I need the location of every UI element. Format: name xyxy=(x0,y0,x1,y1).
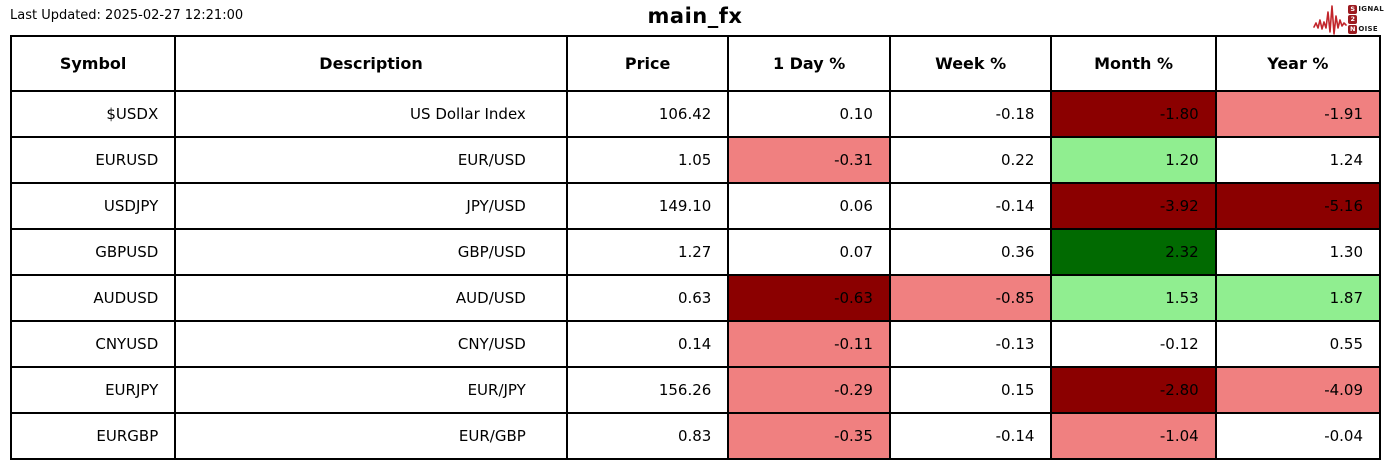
day-pct-cell: 0.06 xyxy=(727,182,891,230)
page-title: main_fx xyxy=(647,4,743,28)
symbol-cell: GBPUSD xyxy=(9,228,177,276)
column-header-price: Price xyxy=(565,35,730,92)
description-cell: CNY/USD xyxy=(174,320,568,368)
table-row: EURGBP EUR/GBP 0.83 -0.35 -0.14 -1.04 -0.04 xyxy=(9,412,1382,460)
price-cell: 1.27 xyxy=(565,228,730,276)
description-cell: JPY/USD xyxy=(174,182,568,230)
month-pct-cell: -0.12 xyxy=(1050,320,1217,368)
symbol-cell: EURGBP xyxy=(9,412,177,460)
symbol-cell: EURJPY xyxy=(9,366,177,414)
column-header-month-pct: Month % xyxy=(1050,35,1217,92)
month-pct-cell: -1.80 xyxy=(1050,90,1217,138)
year-pct-cell: -5.16 xyxy=(1214,182,1382,230)
year-pct-cell: 0.55 xyxy=(1214,320,1382,368)
day-pct-cell: 0.07 xyxy=(727,228,891,276)
price-cell: 0.14 xyxy=(565,320,730,368)
year-pct-cell: -4.09 xyxy=(1214,366,1382,414)
week-pct-cell: -0.14 xyxy=(888,182,1053,230)
month-pct-cell: 1.53 xyxy=(1050,274,1217,322)
month-pct-cell: -1.04 xyxy=(1050,412,1217,460)
column-header-1day-pct: 1 Day % xyxy=(727,35,891,92)
logo-line-noise: N OISE xyxy=(1348,24,1384,34)
day-pct-cell: -0.11 xyxy=(727,320,891,368)
symbol-cell: CNYUSD xyxy=(9,320,177,368)
logo-word-signal: IGNAL xyxy=(1358,4,1384,13)
week-pct-cell: -0.14 xyxy=(888,412,1053,460)
price-cell: 106.42 xyxy=(565,90,730,138)
logo-line-signal: S IGNAL xyxy=(1348,4,1384,14)
symbol-cell: EURUSD xyxy=(9,136,177,184)
description-cell: EUR/JPY xyxy=(174,366,568,414)
table-row: AUDUSD AUD/USD 0.63 -0.63 -0.85 1.53 1.87 xyxy=(9,274,1382,322)
week-pct-cell: 0.36 xyxy=(888,228,1053,276)
price-cell: 156.26 xyxy=(565,366,730,414)
week-pct-cell: 0.22 xyxy=(888,136,1053,184)
logo-badge-n: N xyxy=(1348,24,1358,34)
month-pct-cell: 1.20 xyxy=(1050,136,1217,184)
day-pct-cell: 0.10 xyxy=(727,90,891,138)
table-row: USDJPY JPY/USD 149.10 0.06 -0.14 -3.92 -5.16 xyxy=(9,182,1382,230)
table-row: $USDX US Dollar Index 106.42 0.10 -0.18 -1.80… xyxy=(9,90,1382,138)
table-row: EURJPY EUR/JPY 156.26 -0.29 0.15 -2.80 -4.09 xyxy=(9,366,1382,414)
year-pct-cell: -0.04 xyxy=(1214,412,1382,460)
logo-word-noise: OISE xyxy=(1358,24,1378,33)
day-pct-cell: -0.35 xyxy=(727,412,891,460)
symbol-cell: AUDUSD xyxy=(9,274,177,322)
column-header-symbol: Symbol xyxy=(9,35,177,92)
waveform-icon xyxy=(1313,5,1348,35)
price-cell: 0.83 xyxy=(565,412,730,460)
week-pct-cell: -0.13 xyxy=(888,320,1053,368)
day-pct-cell: -0.63 xyxy=(727,274,891,322)
year-pct-cell: 1.24 xyxy=(1214,136,1382,184)
month-pct-cell: 2.32 xyxy=(1050,228,1217,276)
year-pct-cell: 1.87 xyxy=(1214,274,1382,322)
table-body: $USDX US Dollar Index 106.42 0.10 -0.18 -1.80… xyxy=(9,90,1382,460)
symbol-cell: USDJPY xyxy=(9,182,177,230)
column-header-description: Description xyxy=(174,35,568,92)
column-header-year-pct: Year % xyxy=(1214,35,1382,92)
week-pct-cell: -0.85 xyxy=(888,274,1053,322)
day-pct-cell: -0.29 xyxy=(727,366,891,414)
description-cell: AUD/USD xyxy=(174,274,568,322)
description-cell: EUR/USD xyxy=(174,136,568,184)
table-header-row: Symbol Description Price 1 Day % Week % … xyxy=(9,35,1382,92)
last-updated-timestamp: Last Updated: 2025-02-27 12:21:00 xyxy=(10,8,244,23)
symbol-cell: $USDX xyxy=(9,90,177,138)
week-pct-cell: -0.18 xyxy=(888,90,1053,138)
description-cell: EUR/GBP xyxy=(174,412,568,460)
fx-table: Symbol Description Price 1 Day % Week % … xyxy=(9,35,1382,460)
price-cell: 149.10 xyxy=(565,182,730,230)
signal2noise-logo: S IGNAL 2 N OISE xyxy=(1313,3,1384,35)
year-pct-cell: -1.91 xyxy=(1214,90,1382,138)
description-cell: US Dollar Index xyxy=(174,90,568,138)
logo-text: S IGNAL 2 N OISE xyxy=(1348,4,1384,34)
description-cell: GBP/USD xyxy=(174,228,568,276)
day-pct-cell: -0.31 xyxy=(727,136,891,184)
table-row: CNYUSD CNY/USD 0.14 -0.11 -0.13 -0.12 0.55 xyxy=(9,320,1382,368)
price-cell: 0.63 xyxy=(565,274,730,322)
table-row: GBPUSD GBP/USD 1.27 0.07 0.36 2.32 1.30 xyxy=(9,228,1382,276)
table-row: EURUSD EUR/USD 1.05 -0.31 0.22 1.20 1.24 xyxy=(9,136,1382,184)
logo-line-2: 2 xyxy=(1348,14,1384,24)
week-pct-cell: 0.15 xyxy=(888,366,1053,414)
logo-badge-s: S xyxy=(1348,4,1358,14)
table-header: Symbol Description Price 1 Day % Week % … xyxy=(9,35,1382,92)
month-pct-cell: -2.80 xyxy=(1050,366,1217,414)
month-pct-cell: -3.92 xyxy=(1050,182,1217,230)
logo-badge-2: 2 xyxy=(1348,14,1358,24)
year-pct-cell: 1.30 xyxy=(1214,228,1382,276)
price-cell: 1.05 xyxy=(565,136,730,184)
column-header-week-pct: Week % xyxy=(888,35,1053,92)
